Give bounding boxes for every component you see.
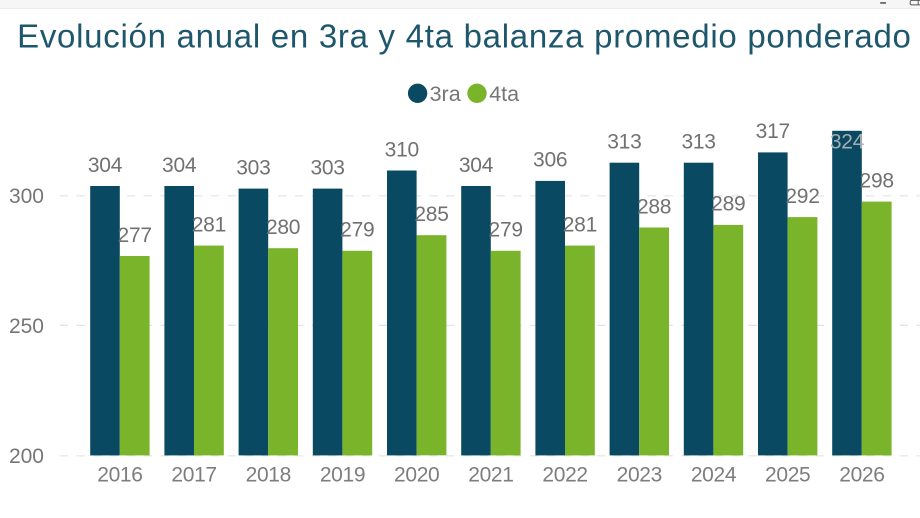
svg-text:2025: 2025 [765,464,810,487]
svg-text:288: 288 [637,195,671,218]
svg-text:2016: 2016 [97,464,142,487]
svg-text:2026: 2026 [839,464,884,487]
svg-text:285: 285 [414,203,448,226]
svg-text:300: 300 [9,185,44,208]
svg-text:313: 313 [681,131,715,154]
svg-text:Evolución anual en 3ra y 4ta b: Evolución anual en 3ra y 4ta balanza pro… [17,18,912,55]
svg-text:2024: 2024 [691,464,737,487]
svg-text:2022: 2022 [542,464,587,487]
svg-text:304: 304 [459,154,494,177]
svg-text:303: 303 [310,156,344,179]
svg-text:2021: 2021 [468,464,513,487]
svg-text:292: 292 [785,185,819,208]
svg-text:306: 306 [533,149,567,172]
svg-text:289: 289 [711,193,745,216]
svg-text:2023: 2023 [617,464,662,487]
svg-text:304: 304 [162,154,197,177]
svg-text:2018: 2018 [246,464,291,487]
svg-text:324: 324 [830,130,865,153]
svg-text:317: 317 [756,120,790,143]
svg-text:281: 281 [192,213,226,236]
svg-text:200: 200 [9,445,44,468]
svg-text:279: 279 [489,219,523,242]
svg-text:313: 313 [607,131,641,154]
svg-text:310: 310 [385,138,419,161]
svg-text:279: 279 [340,219,374,242]
svg-text:2019: 2019 [320,464,365,487]
svg-text:281: 281 [563,213,597,236]
svg-text:3ra: 3ra [430,82,461,106]
svg-text:303: 303 [236,156,270,179]
svg-text:298: 298 [860,169,894,192]
svg-text:2020: 2020 [394,464,439,487]
svg-text:2017: 2017 [171,464,216,487]
svg-text:4ta: 4ta [489,82,519,106]
svg-text:250: 250 [9,315,44,338]
svg-text:304: 304 [88,154,123,177]
svg-text:280: 280 [266,216,300,239]
svg-text:277: 277 [118,224,152,247]
